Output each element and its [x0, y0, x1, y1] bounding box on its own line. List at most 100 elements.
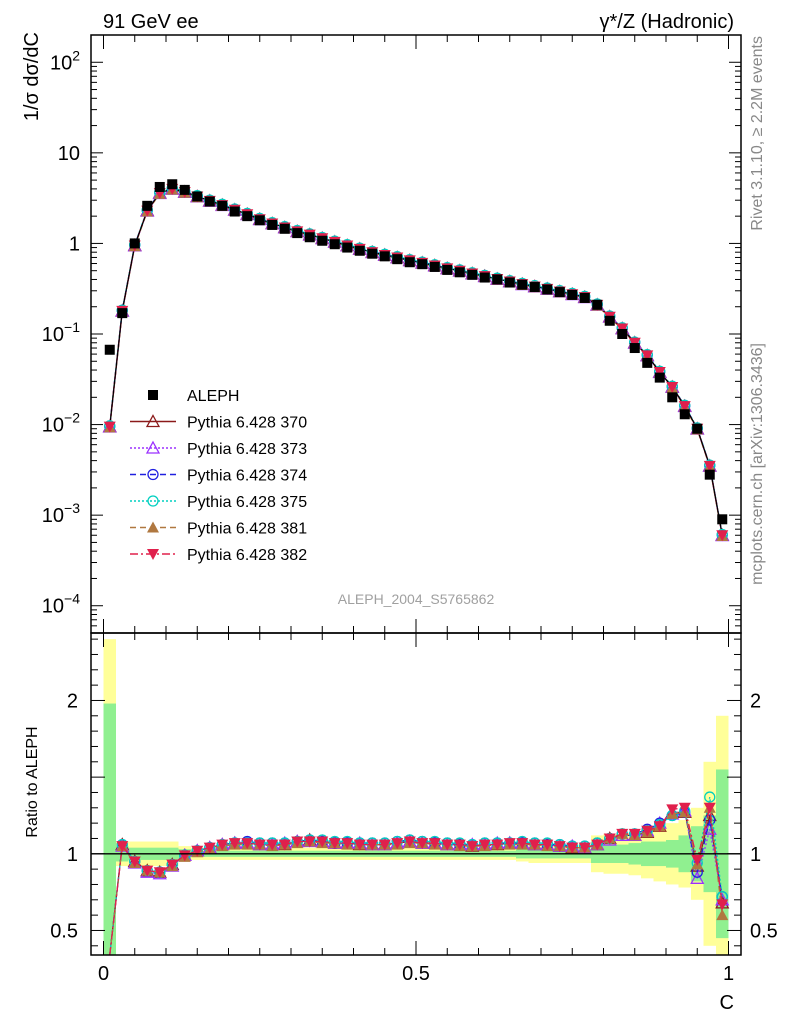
ratio-point-s382	[228, 838, 241, 850]
data-point	[517, 279, 528, 290]
x-axis-label: C	[720, 992, 734, 1014]
data-point	[717, 514, 728, 525]
analysis-label: ALEPH_2004_S5765862	[338, 591, 495, 607]
mcplots-label: mcplots.cern.ch [arXiv:1306.3436]	[749, 343, 766, 585]
data-point	[404, 257, 415, 268]
data-point	[667, 392, 678, 403]
ratio-point-s382	[453, 839, 466, 851]
data-point	[104, 344, 115, 355]
ratio-point-s382	[328, 838, 341, 850]
ratio-point-s382	[341, 838, 354, 850]
main-y-tick-exp: −2	[64, 410, 80, 426]
ratio-point-s382	[666, 804, 679, 816]
legend-label: Pythia 6.428 375	[187, 494, 307, 511]
ratio-point-s382	[391, 838, 404, 850]
ratio-point-s382	[116, 841, 129, 853]
legend-marker	[147, 468, 159, 481]
ratio-y-axis-label: Ratio to ALEPH	[24, 726, 41, 837]
legend-item: Pythia 6.428 375	[130, 494, 307, 511]
ratio-point-s382	[641, 825, 654, 837]
data-point	[279, 223, 290, 234]
ratio-point-s382	[366, 839, 379, 851]
ratio-point-s382	[241, 838, 254, 850]
plot-traces	[91, 179, 741, 956]
ratio-point-s382	[653, 821, 666, 833]
legend-label: Pythia 6.428 381	[187, 521, 307, 538]
main-y-tick-base: 10	[42, 324, 64, 346]
ratio-point-s382	[128, 856, 141, 868]
ratio-point-s382	[716, 899, 729, 911]
ratio-point-s382	[303, 836, 316, 848]
ratio-point-s382	[628, 828, 641, 840]
legend-marker	[148, 390, 158, 400]
header-left-label: 91 GeV ee	[103, 11, 199, 33]
data-point	[192, 191, 203, 202]
rivet-label: Rivet 3.1.10, ≥ 2.2M events	[749, 36, 766, 231]
ratio-point-s382	[166, 859, 179, 871]
legend-item: Pythia 6.428 381	[130, 521, 307, 538]
ratio-point-s382	[316, 836, 329, 848]
legend-item: Pythia 6.428 370	[130, 414, 307, 432]
ratio-point-s382	[441, 839, 454, 851]
legend-item: ALEPH	[148, 388, 239, 405]
data-point	[204, 196, 215, 207]
data-point	[529, 282, 540, 293]
legend-item: Pythia 6.428 373	[130, 440, 307, 458]
data-point	[354, 245, 365, 256]
legend-label: Pythia 6.428 373	[187, 441, 307, 458]
data-point	[442, 264, 453, 275]
data-point	[379, 251, 390, 262]
data-point	[217, 200, 228, 211]
ratio-point-s382	[216, 839, 229, 851]
data-point	[554, 287, 565, 298]
legend-marker	[145, 414, 161, 428]
main-y-tick-base: 10	[42, 596, 64, 618]
main-y-tick-base: 10	[42, 415, 64, 437]
data-point	[567, 289, 578, 300]
data-point	[329, 239, 340, 250]
mc-point-s382	[641, 350, 654, 362]
data-point	[429, 261, 440, 272]
ratio-point-s382	[603, 833, 616, 845]
main-y-tick-label: 10	[58, 143, 80, 165]
ratio-point-s382	[378, 839, 391, 851]
ratio-point-s382	[428, 838, 441, 850]
ratio-point-s382	[553, 841, 566, 853]
header-right-label: γ*/Z (Hadronic)	[600, 11, 734, 33]
main-y-tick-label: 10−3	[42, 500, 80, 527]
ratio-y-tick-label-left: 1	[67, 844, 78, 866]
legend-marker	[147, 549, 159, 560]
ratio-y-tick-label-right: 2	[750, 690, 761, 712]
main-y-tick-label: 10−1	[42, 319, 80, 346]
legend-marker	[147, 495, 159, 507]
main-y-tick-base: 10	[58, 143, 80, 165]
x-tick-label: 1	[723, 963, 734, 985]
ratio-uncertainty-bands	[103, 639, 729, 955]
legend-label: Pythia 6.428 382	[187, 547, 307, 564]
data-point	[304, 232, 315, 243]
data-point	[292, 228, 303, 239]
data-point	[492, 274, 503, 285]
main-y-tick-base: 10	[50, 52, 72, 74]
ratio-y-tick-label-right: 0.5	[750, 920, 778, 942]
data-point	[129, 238, 140, 249]
legend-marker	[147, 521, 159, 533]
legend-label: Pythia 6.428 374	[187, 468, 307, 485]
mc-point-s382	[666, 381, 679, 393]
data-point	[179, 184, 190, 195]
ratio-point-s382	[478, 839, 491, 851]
ratio-point-s382	[703, 802, 716, 814]
legend-label: Pythia 6.428 370	[187, 415, 307, 432]
legend-marker	[145, 440, 161, 454]
data-point	[392, 254, 403, 265]
main-y-tick-label: 10−4	[42, 591, 80, 618]
main-y-tick-exp: −4	[64, 591, 80, 607]
legend-item: Pythia 6.428 382	[130, 547, 307, 564]
ratio-point-s382	[141, 865, 154, 877]
ratio-point-s382	[616, 828, 629, 840]
x-tick-label: 0.5	[402, 963, 430, 985]
ratio-y-tick-label-left: 0.5	[50, 920, 78, 942]
ratio-y-tick-label-left: 2	[67, 690, 78, 712]
